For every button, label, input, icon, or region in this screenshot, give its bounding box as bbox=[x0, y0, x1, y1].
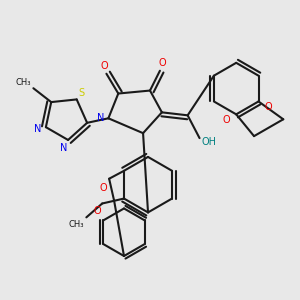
Text: O: O bbox=[223, 115, 230, 125]
Text: CH₃: CH₃ bbox=[16, 78, 31, 87]
Text: S: S bbox=[79, 88, 85, 98]
Text: N: N bbox=[34, 124, 42, 134]
Text: O: O bbox=[265, 102, 272, 112]
Text: N: N bbox=[60, 143, 68, 153]
Text: N: N bbox=[97, 113, 104, 123]
Text: CH₃: CH₃ bbox=[69, 220, 84, 229]
Text: O: O bbox=[99, 183, 107, 193]
Text: O: O bbox=[158, 58, 166, 68]
Text: O: O bbox=[100, 61, 108, 71]
Text: OH: OH bbox=[202, 137, 217, 147]
Text: O: O bbox=[93, 206, 101, 216]
